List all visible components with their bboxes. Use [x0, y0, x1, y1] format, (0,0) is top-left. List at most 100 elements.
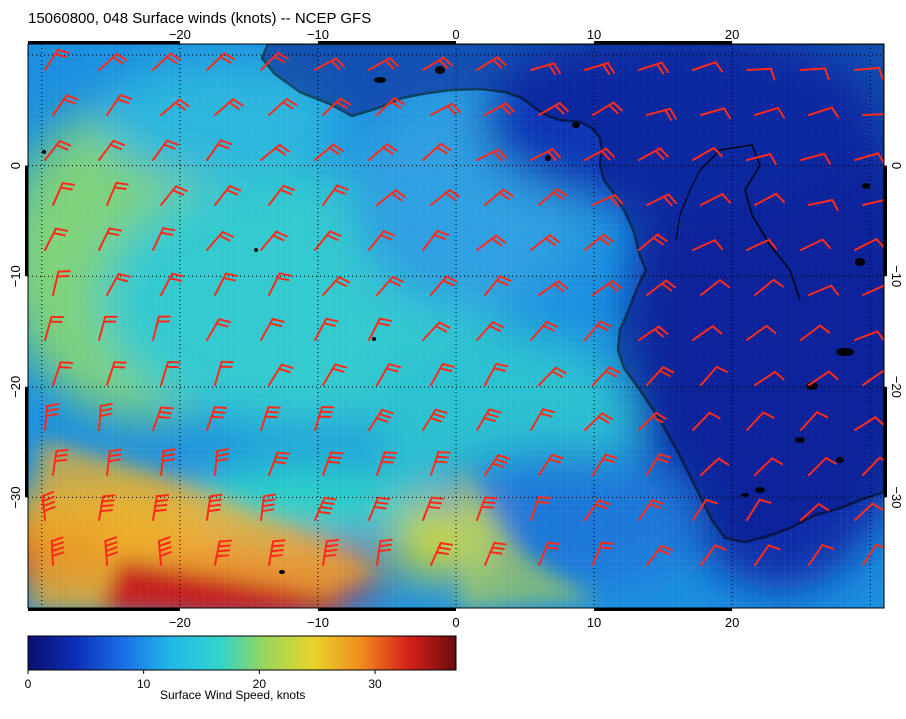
barb-shaft [50, 540, 54, 566]
wind-barb [206, 52, 236, 71]
colorbar-tick-label: 30 [368, 677, 382, 691]
barb-feather [504, 102, 515, 113]
barb-feather [658, 369, 671, 378]
wind-barb [746, 238, 778, 251]
barb-feather [599, 320, 612, 328]
wind-barb [646, 366, 675, 386]
barb-shaft [700, 193, 724, 206]
wind-barb [206, 493, 223, 521]
barb-feather [435, 551, 449, 555]
wind-barb [268, 539, 286, 566]
barb-feather [160, 406, 174, 410]
wind-barb [160, 185, 188, 206]
wind-barb [638, 61, 670, 75]
wind-barb [160, 272, 185, 296]
barb-feather [99, 402, 113, 408]
barb-feather [391, 275, 405, 283]
barb-feather [55, 448, 69, 453]
wind-barb [692, 325, 723, 341]
barb-feather [717, 457, 730, 466]
barb-feather [324, 548, 338, 553]
barb-feather [434, 408, 448, 414]
barb-shaft [862, 456, 881, 476]
barb-shaft [862, 370, 884, 386]
barb-feather [651, 415, 664, 424]
barb-feather [51, 551, 65, 558]
barb-feather [667, 193, 678, 205]
barb-feather [597, 499, 611, 506]
wind-barb [206, 230, 235, 251]
barb-feather [548, 234, 561, 244]
barb-shaft [808, 106, 833, 116]
barb-feather [437, 451, 451, 454]
barb-feather [380, 460, 394, 464]
wind-speed-field [28, 44, 884, 608]
barb-feather [602, 233, 614, 243]
barb-feather [539, 412, 553, 418]
barb-feather [602, 63, 611, 76]
barb-feather [491, 546, 505, 551]
barb-feather [819, 324, 831, 334]
barb-feather [393, 97, 406, 106]
barb-feather [153, 508, 167, 513]
barb-feather [816, 411, 829, 419]
lon-tick-label-top: 0 [452, 27, 459, 42]
barb-feather [335, 101, 348, 110]
wind-barb [808, 284, 840, 296]
barb-feather [383, 451, 398, 455]
wind-barb [538, 541, 561, 566]
wind-barb [98, 52, 128, 71]
barb-feather [664, 109, 673, 121]
barb-feather [210, 415, 224, 419]
barb-feather [536, 501, 550, 504]
barb-feather [651, 499, 665, 505]
barb-feather [54, 227, 69, 232]
barb-feather [765, 324, 777, 335]
wind-barb [692, 239, 724, 251]
barb-feather [215, 453, 229, 458]
barb-feather [376, 496, 391, 501]
barb-feather [112, 56, 124, 65]
wind-barb [98, 494, 116, 521]
barb-feather [375, 501, 389, 505]
wind-barb [808, 199, 839, 212]
wind-barb [98, 139, 126, 161]
barb-feather [213, 406, 228, 410]
wind-barb [584, 320, 612, 341]
wind-barb [538, 102, 569, 116]
wind-barb [206, 318, 232, 341]
barb-feather [276, 52, 289, 60]
barb-feather [261, 508, 275, 513]
barb-shaft [746, 411, 765, 431]
wind-barb [746, 411, 775, 431]
wind-barb [754, 457, 784, 476]
wind-barb [854, 330, 884, 342]
barb-feather [116, 98, 130, 104]
wind-barb [692, 411, 721, 431]
frame-bar-right [884, 165, 887, 277]
wind-barb [368, 57, 399, 71]
wind-barb [314, 230, 342, 251]
interior-outline [699, 144, 801, 301]
barb-feather [715, 365, 729, 373]
barb-shaft [700, 107, 726, 116]
barb-feather [99, 509, 113, 513]
barb-feather [272, 234, 285, 242]
wind-barb [638, 499, 665, 521]
barb-feather [596, 324, 609, 332]
barb-feather [488, 408, 502, 414]
frame-bar-top [317, 41, 456, 44]
barb-feather [429, 417, 443, 423]
wind-barb [98, 402, 113, 431]
barb-feather [877, 152, 884, 165]
wind-barb [106, 94, 133, 116]
barb-feather [492, 321, 505, 329]
barb-feather [56, 275, 70, 278]
barb-shaft [692, 411, 711, 431]
barb-feather [446, 105, 457, 116]
lon-tick-label-top: −10 [307, 27, 329, 42]
wind-barb [152, 139, 179, 161]
barb-feather [271, 544, 285, 548]
barb-feather [105, 546, 118, 553]
